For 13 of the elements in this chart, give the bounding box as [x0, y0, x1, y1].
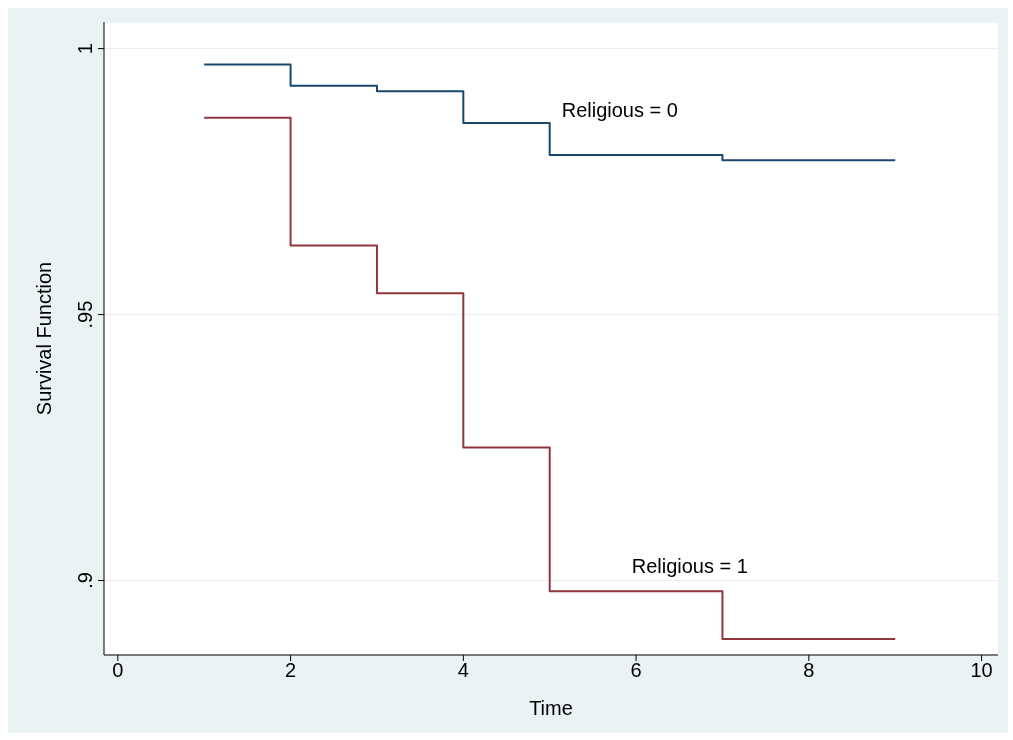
x-tick-label: 4	[457, 659, 469, 682]
y-tick-label: .95	[74, 300, 96, 329]
series-label: Religious = 0	[561, 98, 678, 121]
x-tick-label: 8	[803, 659, 815, 682]
series-label: Religious = 1	[631, 555, 748, 578]
x-tick-label: 6	[630, 659, 642, 682]
x-tick-label: 0	[112, 659, 124, 682]
y-tick-label: .9	[74, 572, 96, 589]
y-tick-label: 1	[74, 43, 96, 55]
y-axis-title: Survival Function	[33, 261, 56, 416]
x-tick-label: 2	[285, 659, 297, 682]
x-axis-title: Time	[529, 697, 573, 719]
x-tick-label: 10	[970, 659, 993, 682]
